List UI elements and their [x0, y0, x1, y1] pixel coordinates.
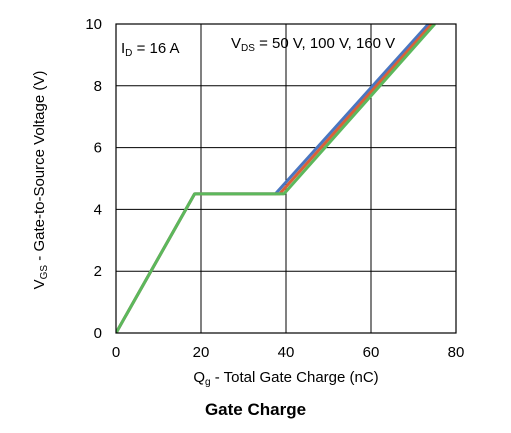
y-tick-label: 6 [94, 140, 102, 157]
y-tick-label: 4 [94, 201, 102, 218]
x-tick-label: 80 [448, 344, 465, 361]
y-tick-label: 10 [85, 16, 102, 33]
gate-charge-chart: 0 20 40 60 80 0 2 4 6 8 10 ID = 16 A VDS = 50 V, … [31, 16, 465, 388]
x-tick-label: 40 [278, 344, 295, 361]
series-line-3 [116, 24, 436, 333]
y-tick-label: 0 [94, 325, 102, 342]
y-tick-label: 2 [94, 263, 102, 280]
x-tick-labels: 0 20 40 60 80 [112, 344, 465, 361]
x-axis-label: Qg - Total Gate Charge (nC) [193, 369, 378, 388]
chart-caption: Gate Charge [204, 400, 307, 419]
series-group [116, 24, 436, 333]
annotation-drain-source-voltages: VDS = 50 V, 100 V, 160 V [231, 35, 395, 54]
y-tick-label: 8 [94, 78, 102, 95]
x-tick-label: 20 [193, 344, 210, 361]
y-axis-label: VGS - Gate-to-Source Voltage (V) [31, 71, 50, 290]
annotation-drain-current: ID = 16 A [121, 40, 180, 59]
x-tick-label: 60 [363, 344, 380, 361]
x-tick-label: 0 [112, 344, 120, 361]
grid-lines [116, 24, 456, 333]
plot-frame [115, 23, 457, 334]
y-tick-labels: 0 2 4 6 8 10 [85, 16, 102, 342]
